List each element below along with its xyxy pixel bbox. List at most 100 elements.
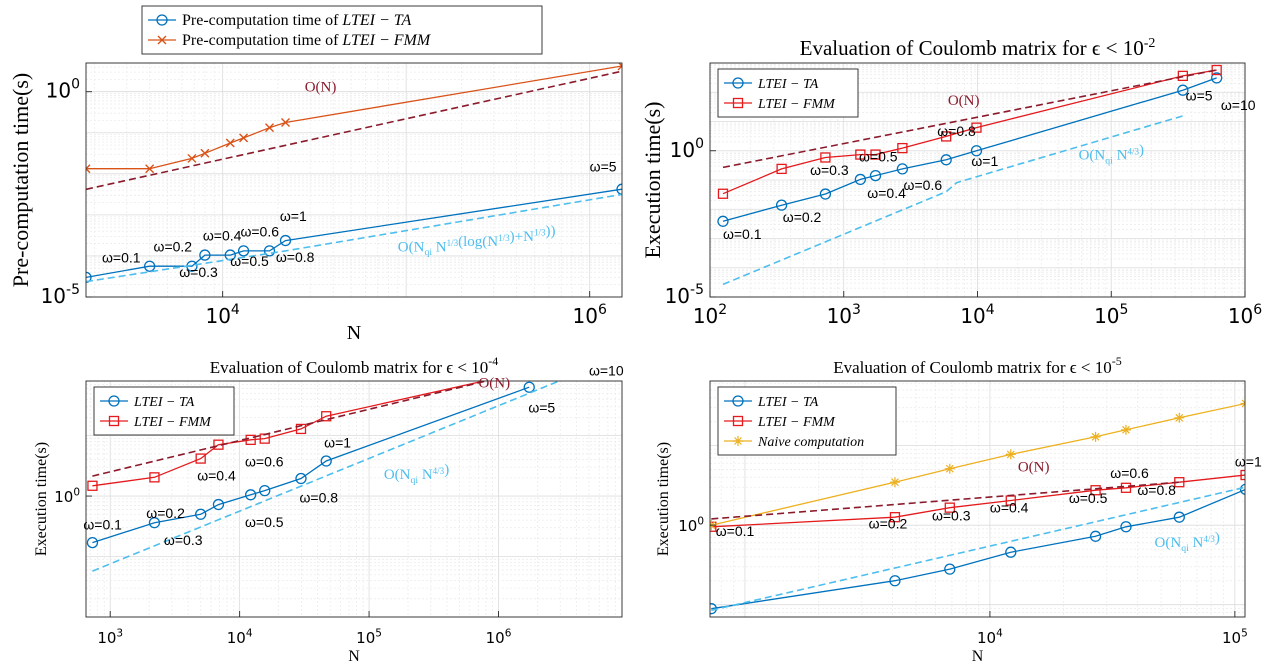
complexity-label-text: O(N <box>398 239 425 255</box>
legend-label: Pre-computation time of LTEI − FMM <box>182 32 432 49</box>
data-point <box>889 512 901 523</box>
data-point <box>295 423 307 435</box>
data-point <box>944 502 955 513</box>
data-point <box>889 575 901 587</box>
omega-label: ω=0.2 <box>783 209 822 225</box>
data-point <box>1089 530 1102 542</box>
on-complexity-label: O(N) <box>478 375 510 391</box>
x-tick-label-base: 10 <box>1222 629 1241 647</box>
chart-title-base: 10 <box>1123 36 1144 60</box>
x-axis-label: N <box>348 648 360 665</box>
omega-label: ω=0.4 <box>867 185 906 201</box>
omega-label: ω=5 <box>1186 87 1213 103</box>
legend-marker <box>732 77 744 89</box>
data-point <box>616 183 622 195</box>
data-point <box>1211 72 1223 84</box>
y-tick-label-exp: -5 <box>66 282 80 298</box>
omega-label: ω=0.8 <box>276 249 315 265</box>
data-point <box>944 463 955 474</box>
omega-label: ω=0.1 <box>716 523 755 539</box>
data-point <box>143 260 156 272</box>
omega-label: ω=0.4 <box>990 499 1029 515</box>
legend-math: LTEI − FMM <box>133 415 212 430</box>
complexity-label-sup: 1/3 <box>447 238 459 248</box>
chart-title-base: 10 <box>1095 358 1112 377</box>
data-point <box>86 536 99 549</box>
complexity-label-sup: 1/3 <box>534 228 546 238</box>
data-point <box>1005 449 1016 460</box>
on-complexity-label: O(N) <box>948 93 980 109</box>
data-point <box>1005 546 1017 558</box>
chart-title-base: 10 <box>471 358 488 377</box>
data-point <box>1120 424 1131 435</box>
grid <box>86 62 622 298</box>
x-tick-label-base: 10 <box>1094 304 1119 328</box>
omega-label: ω=1 <box>1235 453 1262 469</box>
data-point <box>148 517 161 529</box>
y-axis-label: Execution time(s) <box>640 101 665 258</box>
series-line-1 <box>711 488 1245 610</box>
complexity-label-text: N <box>418 467 433 483</box>
omega-label: ω=0.6 <box>904 177 943 193</box>
omega-label: ω=0.6 <box>240 223 279 239</box>
x-tick-label-exp: 6 <box>1253 302 1262 318</box>
data-point <box>199 249 211 261</box>
on-complexity-label-text: O(N) <box>305 80 337 96</box>
series-line-1 <box>722 77 1217 222</box>
x-tick-label-exp: 6 <box>598 302 607 318</box>
data-point <box>1177 84 1189 96</box>
complexity-label-text: O(N <box>1079 148 1106 164</box>
complexity-label: O(Nqi N1/3(log(N1/3)+N1/3)) <box>398 224 556 258</box>
data-point <box>1240 398 1245 409</box>
data-point <box>149 472 160 483</box>
complexity-label-sub: qi <box>1181 543 1189 554</box>
legend-math: LTEI − TA <box>757 395 819 410</box>
legend-math: LTEI − TA <box>757 77 819 92</box>
omega-label: ω=0.2 <box>154 238 193 254</box>
data-point <box>855 149 866 160</box>
data-point <box>195 508 207 520</box>
data-point <box>245 434 256 445</box>
y-tick-label-base: 10 <box>41 284 66 308</box>
x-tick-label: 104 <box>960 302 994 328</box>
data-point <box>200 148 210 158</box>
complexity-label: O(Nqi N4/3) <box>1155 530 1220 554</box>
data-point <box>611 346 620 355</box>
omega-label: ω=0.8 <box>299 489 338 505</box>
complexity-label-sup: 4/3 <box>433 466 445 476</box>
x-tick-label-base: 10 <box>227 629 246 647</box>
omega-label: ω=0.8 <box>1137 482 1176 498</box>
x-tick-label-exp: 6 <box>505 627 512 639</box>
legend-math: LTEI − TA <box>133 395 195 410</box>
x-tick-label-base: 10 <box>1228 304 1253 328</box>
legend-prefix: Pre-computation time of <box>182 12 342 29</box>
legend-marker <box>156 14 168 26</box>
legend-math: Naive computation <box>757 435 864 450</box>
x-tick-label-base: 10 <box>977 629 996 647</box>
axes-frame <box>85 62 623 298</box>
data-point <box>1090 431 1101 442</box>
x-tick-label-exp: 5 <box>1241 627 1248 639</box>
data-point <box>212 498 225 511</box>
y-tick-label-base: 10 <box>665 284 690 308</box>
legend: LTEI − TA LTEI − FMM <box>717 68 859 118</box>
data-point <box>245 489 257 501</box>
x-tick-label: 106 <box>1228 302 1262 328</box>
data-point <box>321 411 332 422</box>
y-tick-label-base: 10 <box>54 488 73 506</box>
data-point <box>145 164 155 174</box>
omega-label: ω=1 <box>971 153 998 169</box>
legend: LTEI − TA LTEI − FMM Naive computation <box>717 386 897 456</box>
complexity-label-text: ) <box>1215 530 1220 546</box>
series-line-3 <box>711 402 1245 526</box>
data-point <box>944 563 956 575</box>
legend-marker <box>733 436 743 446</box>
complexity-label-sup: 4/3 <box>1203 534 1215 544</box>
complexity-label-text: N <box>1189 535 1204 551</box>
legend-label: LTEI − TA <box>133 395 195 410</box>
data-point <box>820 152 831 163</box>
omega-label: ω=0.5 <box>859 148 898 164</box>
